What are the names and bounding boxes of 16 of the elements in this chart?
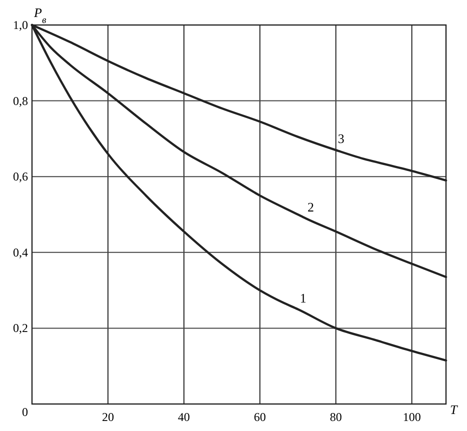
- x-tick-label: 20: [102, 410, 114, 424]
- y-tick-label: 0: [22, 405, 28, 419]
- x-tick-label: 100: [402, 410, 421, 424]
- series-label: 1: [300, 290, 306, 306]
- series-label: 2: [307, 199, 314, 214]
- x-tick-label: 40: [178, 410, 190, 424]
- x-tick-label: 60: [254, 410, 266, 424]
- y-tick-label: 0,2: [13, 321, 28, 336]
- y-tick-label: 0,6: [13, 170, 28, 184]
- series-label: 3: [338, 131, 344, 146]
- x-axis-title: T: [450, 402, 458, 417]
- y-tick-label: 0,4: [13, 245, 28, 260]
- y-tick-label: 0,8: [13, 94, 28, 108]
- y-tick-label: 1,0: [13, 18, 28, 32]
- x-tick-label: 80: [330, 410, 342, 424]
- y-axis-title: P$_{в}$: [33, 5, 47, 26]
